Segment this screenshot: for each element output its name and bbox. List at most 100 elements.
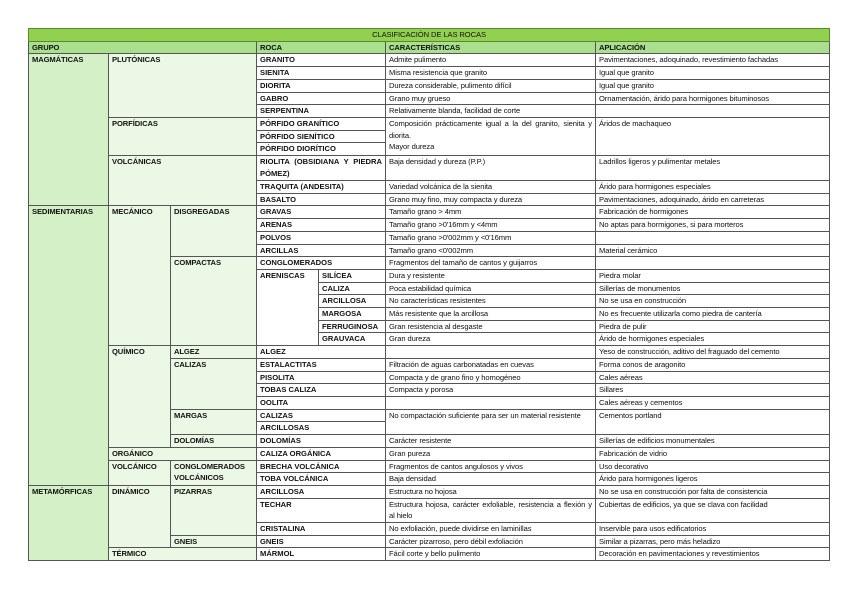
roca-cell: CALIZA ORGÁNICA — [256, 446, 386, 461]
aplicacion-cell — [594, 104, 831, 118]
aplicacion-cell: No aptas para hormigones, si para morter… — [594, 218, 831, 232]
roca-cell: ARCILLOSA — [256, 484, 386, 499]
caracteristicas-cell: Grano muy fino, muy compacta y dureza — [385, 192, 596, 207]
aplicacion-cell: Fabricación de hormigones — [594, 205, 831, 220]
caracteristicas-cell: Composición prácticamente igual a la del… — [385, 116, 596, 157]
roca-cell: CALIZA — [318, 281, 386, 296]
group-metamorficas: METAMÓRFICAS — [28, 484, 109, 562]
caracteristicas-cell: Grano muy grueso — [385, 91, 596, 106]
caracteristicas-cell: Compacta y de grano fino y homogéneo — [385, 370, 596, 385]
header-grupo: GRUPO — [28, 40, 257, 55]
roca-cell: GRANITO — [256, 53, 386, 68]
aplicacion-cell: Material cerámico — [594, 243, 831, 258]
subgroup-margas: MARGAS — [170, 408, 257, 436]
aplicacion-cell: Ornamentación, árido para hormigones bit… — [594, 91, 831, 106]
roca-cell: CALIZAS — [256, 408, 386, 423]
roca-cell: DIORITA — [256, 78, 386, 93]
caracteristicas-cell: Tamaño grano <0'002mm — [385, 243, 596, 258]
roca-cell: SIENITA — [256, 66, 386, 80]
caracteristicas-cell — [385, 395, 596, 410]
table-row: ORGÁNICO CALIZA ORGÁNICA Gran pureza Fab… — [29, 446, 831, 461]
table-row: TOBA VOLCÁNICA Baja densidad Árido para ho… — [29, 472, 831, 486]
aplicacion-cell: Árido para hormigones especiales — [594, 180, 831, 194]
caracteristicas-cell: Dura y resistente — [385, 268, 596, 283]
roca-cell: PÓRFIDO DIORÍTICO — [256, 142, 386, 157]
subgroup-organico: ORGÁNICO — [108, 446, 257, 461]
caracteristicas-cell: Gran dureza — [385, 332, 596, 347]
aplicacion-cell: Decoración en pavimentaciones y revestim… — [594, 547, 831, 562]
subgroup-dolomias: DOLOMÍAS — [170, 434, 257, 448]
caracteristicas-cell: Fragmentos de cantos angulosos y vivos — [385, 459, 596, 474]
header-caracteristicas: CARACTERÍSTICAS — [385, 40, 596, 55]
aplicacion-cell: Cubiertas de edificios, ya que se clava … — [594, 497, 831, 524]
subgroup-dinamico: DINÁMICO — [108, 484, 171, 549]
header-roca: ROCA — [256, 40, 386, 55]
aplicacion-cell — [594, 230, 831, 245]
roca-cell: CONGLOMERADOS — [256, 256, 386, 270]
group-sedimentarias: SEDIMENTARIAS — [28, 205, 109, 486]
caracteristicas-cell: Compacta y porosa — [385, 383, 596, 397]
aplicacion-cell: Forma conos de aragonito — [594, 357, 831, 372]
aplicacion-cell: Pavimentaciones, adoquinado, revestimien… — [594, 53, 831, 68]
caracteristicas-cell: Carácter pizarroso, pero débil exfoliaci… — [385, 534, 596, 549]
aplicacion-cell: No se usa en construcción por falta de c… — [594, 484, 831, 499]
table-row: MAGMÁTICAS PLUTÓNICAS GRANITO Admite pul… — [28, 53, 831, 207]
subgroup-porfidicas: PORFÍDICAS — [108, 116, 257, 157]
caracteristicas-cell: Tamaño grano >0'002mm y <0'16mm — [385, 230, 596, 245]
caracteristicas-cell: Variedad volcánica de la sienita — [385, 180, 596, 194]
table-row: CALIZA Poca estabilidad química Sillerías … — [29, 281, 831, 296]
roca-cell: BRECHA VOLCÁNICA — [256, 459, 386, 474]
header-aplicacion: APLICACIÓN — [594, 40, 831, 55]
caracteristicas-cell — [385, 345, 596, 359]
aplicacion-cell: Piedra de pulir — [594, 319, 831, 334]
caracteristicas-cell: Filtración de aguas carbonatadas en cuev… — [385, 357, 596, 372]
caracteristicas-cell: Fácil corte y bello pulimento — [385, 547, 596, 562]
roca-cell: RIOLITA (OBSIDIANA Y PIEDRA PÓMEZ) — [256, 155, 386, 182]
caracteristicas-cell: No compactación suficiente para ser un m… — [385, 408, 596, 436]
roca-cell: SERPENTINA — [256, 104, 386, 118]
aplicacion-cell: Similar a pizarras, pero más heladizo — [594, 534, 831, 549]
aplicacion-cell: Igual que granito — [594, 78, 831, 93]
table-row: QUÍMICO ALGEZ ALGEZ Yeso de construcción… — [29, 345, 831, 448]
roca-cell: SILÍCEA — [318, 268, 386, 283]
roca-cell: MÁRMOL — [256, 547, 386, 562]
caracteristicas-cell: Tamaño grano >0'16mm y <4mm — [385, 218, 596, 232]
table-row: PISOLITA Compacta y de grano fino y homog… — [29, 370, 831, 385]
roca-cell: GNEIS — [256, 534, 386, 549]
aplicacion-cell: Sillerías de monumentos — [594, 281, 831, 296]
caracteristicas-cell: Tamaño grano > 4mm — [385, 205, 596, 220]
roca-cell: TRAQUITA (ANDESITA) — [256, 180, 386, 194]
table-row: TECHAR Estructura hojosa, carácter exfoli… — [29, 497, 831, 524]
roca-cell: ALGEZ — [256, 345, 386, 359]
table-row: DOLOMÍAS DOLOMÍAS Carácter resistente Si… — [29, 434, 831, 448]
caracteristicas-cell: Más resistente que la arcillosa — [385, 307, 596, 321]
subgroup-compactas: COMPACTAS — [170, 256, 257, 347]
roca-cell: TOBA VOLCÁNICA — [256, 472, 386, 486]
aplicacion-cell: Cementos portland — [594, 408, 831, 436]
table-row: CRISTALINA No exfoliación, puede dividirs… — [29, 522, 831, 536]
subgroup-conglomerados-volcanicos: CONGLOMERADOS VOLCÁNICOS — [170, 459, 257, 486]
roca-cell: ARCILLOSA — [318, 294, 386, 309]
caracteristicas-cell: Carácter resistente — [385, 434, 596, 448]
table-row: ARCILLAS Tamaño grano <0'002mm Material ce… — [29, 243, 831, 258]
caracteristicas-cell: Baja densidad — [385, 472, 596, 486]
table-row: GNEIS GNEIS Carácter pizarroso, pero déb… — [29, 534, 831, 549]
caracteristicas-text: Mayor dureza — [389, 142, 435, 152]
aplicacion-cell: Pavimentaciones, adoquinado, árido en ca… — [594, 192, 831, 207]
subgroup-mecanico: MECÁNICO — [108, 205, 171, 347]
roca-cell: ESTALACTITAS — [256, 357, 386, 372]
aplicacion-cell — [594, 256, 831, 270]
table-row: COMPACTAS CONGLOMERADOS Fragmentos del t… — [29, 256, 831, 347]
aplicacion-cell: Cales aéreas — [594, 370, 831, 385]
aplicacion-cell: Inservible para usos edificatorios — [594, 522, 831, 536]
roca-areniscas: ARENISCAS — [256, 268, 319, 347]
roca-cell: TECHAR — [256, 497, 386, 524]
table-row: MARGOSA Más resistente que la arcillosa No… — [29, 307, 831, 321]
caracteristicas-cell: Baja densidad y dureza (P.P.) — [385, 155, 596, 182]
table-row: TÉRMICO MÁRMOL Fácil corte y bello pulim… — [29, 547, 831, 562]
roca-cell: ARCILLOSAS — [256, 421, 386, 436]
roca-cell: PÓRFIDO GRANÍTICO — [256, 116, 386, 131]
subgroup-calizas: CALIZAS — [170, 357, 257, 410]
subgroup-pizarras: PIZARRAS — [170, 484, 257, 536]
caracteristicas-cell: Estructura no hojosa — [385, 484, 596, 499]
